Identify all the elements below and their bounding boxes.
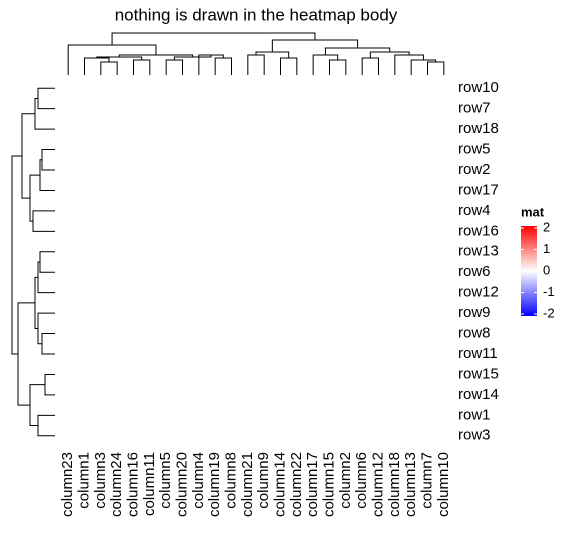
row-label: row8 bbox=[458, 325, 491, 342]
column-label: column7 bbox=[418, 452, 435, 509]
column-label: column20 bbox=[173, 452, 190, 517]
legend-tick-label: -2 bbox=[543, 305, 555, 320]
chart-title: nothing is drawn in the heatmap body bbox=[115, 5, 398, 24]
row-label: row6 bbox=[458, 263, 491, 280]
column-label: column18 bbox=[386, 452, 403, 517]
column-label: column1 bbox=[75, 452, 92, 509]
legend-tick-label: 2 bbox=[543, 219, 550, 234]
row-label: row2 bbox=[458, 161, 491, 178]
row-label: row17 bbox=[458, 181, 499, 198]
column-label: column12 bbox=[369, 452, 386, 517]
column-label: column2 bbox=[337, 452, 354, 509]
column-label: column21 bbox=[239, 452, 256, 517]
column-label: column23 bbox=[59, 452, 76, 517]
column-label: column24 bbox=[108, 452, 125, 517]
row-label: row18 bbox=[458, 120, 499, 137]
row-label: row3 bbox=[458, 427, 491, 444]
legend-tick-label: 1 bbox=[543, 241, 550, 256]
row-label: row4 bbox=[458, 202, 491, 219]
dendrograms bbox=[11, 32, 445, 437]
color-bar bbox=[521, 226, 537, 316]
column-label: column13 bbox=[402, 452, 419, 517]
row-label: row9 bbox=[458, 304, 491, 321]
row-label: row1 bbox=[458, 406, 491, 423]
column-label: column5 bbox=[157, 452, 174, 509]
row-label: row14 bbox=[458, 386, 499, 403]
column-label: column17 bbox=[304, 452, 321, 517]
row-label: row10 bbox=[458, 79, 499, 96]
row-label: row7 bbox=[458, 100, 491, 117]
legend-tick-label: -1 bbox=[543, 284, 555, 299]
column-label: column15 bbox=[320, 452, 337, 517]
row-label: row16 bbox=[458, 222, 499, 239]
column-label: column6 bbox=[353, 452, 370, 509]
dendrogram-branch bbox=[111, 32, 316, 45]
row-label: row13 bbox=[458, 243, 499, 260]
column-label: column3 bbox=[92, 452, 109, 509]
legend-title: mat bbox=[521, 204, 545, 219]
dendrogram-branch bbox=[11, 155, 22, 355]
legend-tick-label: 0 bbox=[543, 262, 550, 277]
column-label: column8 bbox=[222, 452, 239, 509]
column-label: column14 bbox=[271, 452, 288, 517]
column-label: column4 bbox=[190, 452, 207, 509]
column-label: column22 bbox=[288, 452, 305, 517]
row-label: row15 bbox=[458, 365, 499, 382]
column-label: column10 bbox=[435, 452, 452, 517]
column-label: column19 bbox=[206, 452, 223, 517]
row-label: row12 bbox=[458, 284, 499, 301]
column-label: column11 bbox=[141, 452, 158, 516]
column-label: column9 bbox=[255, 452, 272, 509]
row-label: row5 bbox=[458, 141, 491, 158]
row-label: row11 bbox=[458, 345, 498, 362]
column-label: column16 bbox=[124, 452, 141, 517]
heatmap-body bbox=[60, 78, 452, 446]
